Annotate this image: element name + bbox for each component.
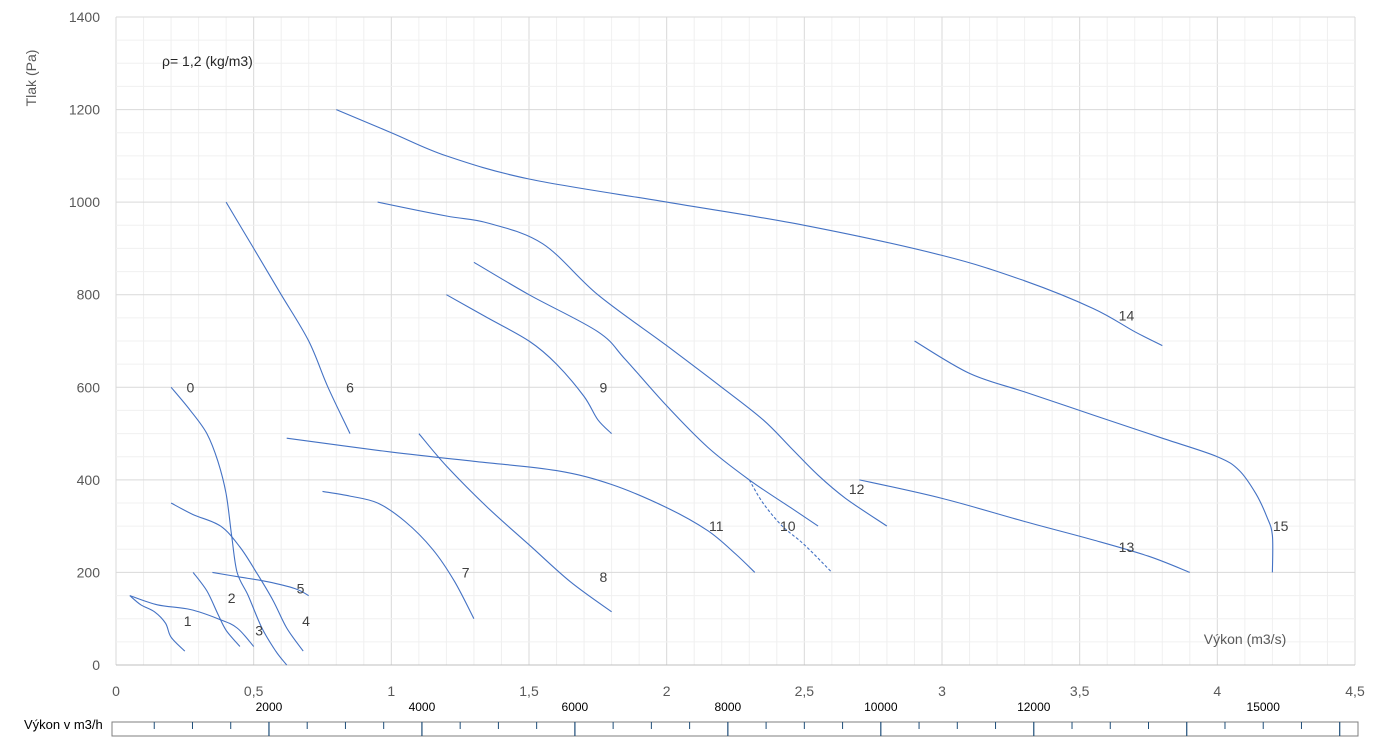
x-axis-title: Výkon (m3/s) — [1204, 631, 1286, 647]
y-tick-label: 200 — [77, 564, 101, 580]
series-line-4 — [170, 502, 304, 652]
series-line-11 — [286, 437, 756, 573]
series-label-6: 6 — [346, 379, 354, 395]
x-tick-label: 4 — [1213, 683, 1221, 699]
series-line-10 — [748, 479, 833, 573]
x-tick-label: 0 — [112, 683, 120, 699]
series-line-14 — [336, 109, 1163, 347]
y-tick-label: 0 — [92, 657, 100, 673]
series-label-12: 12 — [849, 481, 865, 497]
series-line-13 — [859, 479, 1191, 573]
x-tick-label: 2,5 — [795, 683, 815, 699]
series-label-5: 5 — [297, 581, 305, 597]
series-label-9: 9 — [599, 379, 607, 395]
secondary-axis-label: 12000 — [1017, 700, 1051, 714]
secondary-axis-title: Výkon v m3/h — [24, 717, 103, 732]
y-tick-label: 1200 — [69, 102, 100, 118]
series-line-15 — [914, 340, 1274, 573]
density-annotation: ρ= 1,2 (kg/m3) — [162, 53, 253, 69]
y-axis-ticks: 0 200 400 600 800 1000 1200 1400 — [69, 9, 100, 673]
x-tick-label: 3 — [938, 683, 946, 699]
secondary-axis-label: 2000 — [256, 700, 283, 714]
series-label-14: 14 — [1119, 308, 1135, 324]
series-layer — [129, 109, 1274, 666]
series-label-8: 8 — [599, 569, 607, 585]
series-label-7: 7 — [462, 564, 470, 580]
series-line-7 — [322, 490, 475, 619]
y-tick-label: 1400 — [69, 9, 100, 25]
series-line-2 — [192, 572, 241, 647]
y-tick-label: 400 — [77, 472, 101, 488]
series-label-3: 3 — [255, 622, 263, 638]
series-label-1: 1 — [184, 613, 192, 629]
series-line-3 — [129, 595, 255, 647]
series-line-5 — [212, 571, 309, 597]
secondary-axis: 2000 4000 6000 8000 10000 12000 15000 — [111, 700, 1359, 737]
series-line-6 — [225, 201, 351, 434]
x-tick-label: 4,5 — [1345, 683, 1365, 699]
y-axis-title: Tlak (Pa) — [23, 50, 39, 107]
secondary-axis-label: 6000 — [562, 700, 589, 714]
secondary-axis-label: 10000 — [864, 700, 898, 714]
series-line-1 — [129, 595, 186, 652]
y-tick-label: 800 — [77, 287, 101, 303]
series-line-0 — [170, 386, 288, 666]
y-tick-label: 600 — [77, 379, 101, 395]
x-tick-label: 3,5 — [1070, 683, 1090, 699]
series-label-11: 11 — [709, 518, 724, 534]
x-tick-label: 2 — [663, 683, 671, 699]
series-line-9 — [446, 294, 612, 434]
y-tick-label: 1000 — [69, 194, 100, 210]
x-tick-label: 1,5 — [519, 683, 539, 699]
secondary-axis-box — [111, 721, 1359, 737]
series-label-13: 13 — [1119, 539, 1135, 555]
series-line-12 — [473, 261, 819, 527]
secondary-axis-label: 15000 — [1247, 700, 1281, 714]
series-line-8 — [418, 433, 612, 613]
series-label-15: 15 — [1273, 518, 1289, 534]
secondary-axis-label: 4000 — [409, 700, 436, 714]
series-label-2: 2 — [228, 590, 236, 606]
x-tick-label: 1 — [387, 683, 395, 699]
series-label-0: 0 — [186, 379, 194, 395]
series-label-4: 4 — [302, 613, 310, 629]
series-label-10: 10 — [780, 518, 796, 534]
x-axis-ticks: 0 0,5 1 1,5 2 2,5 3 3,5 4 4,5 — [112, 683, 1365, 699]
secondary-axis-label: 8000 — [715, 700, 742, 714]
grid — [115, 16, 1356, 666]
series-line-12 — [377, 201, 888, 527]
x-tick-label: 0,5 — [244, 683, 264, 699]
